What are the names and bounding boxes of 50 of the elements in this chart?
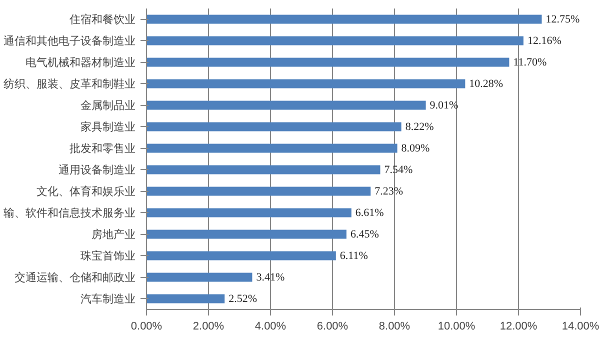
bar	[146, 208, 352, 218]
data-label: 8.22%	[405, 120, 434, 133]
x-tick-label: 10.00%	[438, 320, 476, 332]
bar	[146, 251, 336, 260]
bar	[146, 144, 398, 153]
data-label: 7.23%	[374, 185, 404, 198]
x-tick-label: 0.00%	[130, 320, 162, 332]
y-tick-label: 房地产业	[92, 228, 136, 241]
bar	[146, 186, 371, 196]
bar	[146, 36, 524, 46]
bar	[146, 165, 380, 174]
data-label: 2.52%	[228, 292, 258, 305]
data-label: 11.70%	[513, 56, 547, 68]
data-label: 8.09%	[401, 142, 430, 154]
bar	[146, 79, 466, 88]
data-label: 6.45%	[350, 228, 379, 240]
data-label: 3.41%	[256, 271, 285, 284]
bar	[146, 100, 426, 110]
bar	[146, 230, 346, 239]
y-tick-label: 通用设备制造业	[58, 163, 136, 176]
bar	[146, 14, 542, 24]
data-label: 9.01%	[430, 99, 458, 112]
y-tick-label: 电气机械和器材制造业	[26, 56, 136, 69]
y-tick-label: 住宿和餐饮业	[70, 12, 136, 26]
y-tick-label: 通信和其他电子设备制造业	[4, 34, 136, 48]
x-tick-label: 4.00%	[254, 320, 286, 332]
bar	[146, 122, 402, 132]
data-label: 6.61%	[355, 206, 384, 219]
y-tick-label: 汽车制造业	[80, 292, 136, 306]
y-tick-label: 交通运输、仓储和邮政业	[14, 270, 136, 284]
y-tick-label: 输、软件和信息技术服务业	[4, 206, 136, 220]
x-tick-label: 12.00%	[500, 320, 538, 332]
y-tick-label: 文化、体育和娱乐业	[36, 184, 136, 198]
data-label: 12.75%	[546, 13, 580, 26]
data-label: 7.54%	[384, 164, 413, 176]
data-label: 10.28%	[469, 78, 504, 90]
x-tick-label: 14.00%	[562, 320, 600, 332]
x-tick-label: 2.00%	[192, 320, 224, 332]
y-tick-label: 批发和零售业	[70, 142, 136, 155]
bar	[146, 272, 252, 282]
data-label: 6.11%	[340, 250, 368, 262]
bar	[146, 58, 510, 67]
bar	[146, 294, 225, 304]
y-tick-label: 纺织、服装、皮革和制鞋业	[4, 77, 136, 90]
x-tick-label: 6.00%	[316, 320, 348, 332]
y-tick-label: 家具制造业	[80, 120, 136, 134]
y-tick-label: 金属制品业	[80, 98, 136, 112]
data-label: 12.16%	[527, 34, 562, 47]
y-tick-label: 珠宝首饰业	[80, 249, 136, 262]
x-tick-label: 8.00%	[378, 320, 410, 332]
